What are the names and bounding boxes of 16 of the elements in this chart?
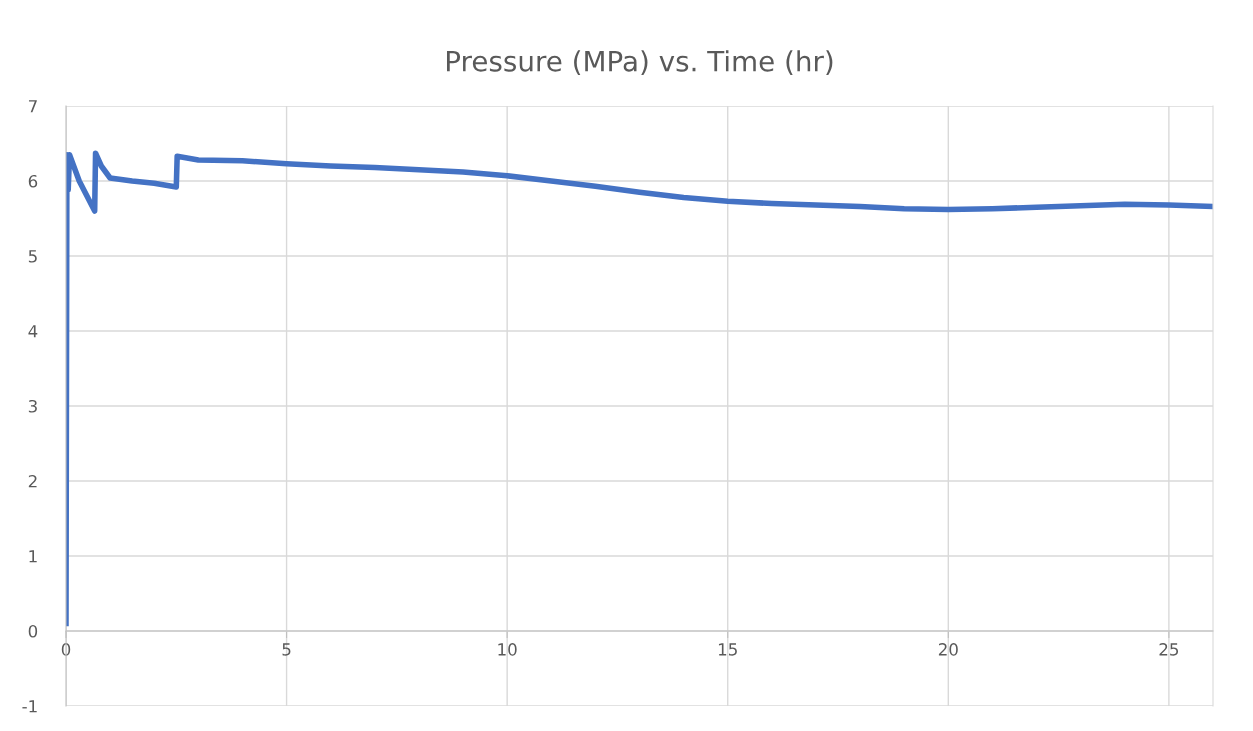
- y-tick-label: 1: [29, 550, 37, 563]
- x-tick-label: 25: [1159, 643, 1179, 656]
- x-tick-label: 5: [282, 643, 291, 656]
- y-tick-label: 6: [28, 174, 38, 188]
- x-tick-label: 15: [718, 643, 737, 656]
- x-tick-label: 10: [498, 643, 517, 656]
- x-tick-label: 0: [61, 643, 71, 656]
- x-tick-label: 20: [938, 643, 958, 656]
- chart-title: Pressure (MPa) vs. Time (hr): [447, 50, 833, 75]
- y-tick-label: 0: [28, 624, 38, 638]
- y-tick-label: 2: [28, 474, 37, 488]
- y-tick-label: 7: [28, 100, 37, 113]
- y-tick-label: 5: [28, 250, 37, 263]
- y-tick-label: 3: [28, 399, 37, 413]
- y-tick-label: 4: [28, 325, 38, 338]
- y-tick-label: -1: [22, 700, 37, 713]
